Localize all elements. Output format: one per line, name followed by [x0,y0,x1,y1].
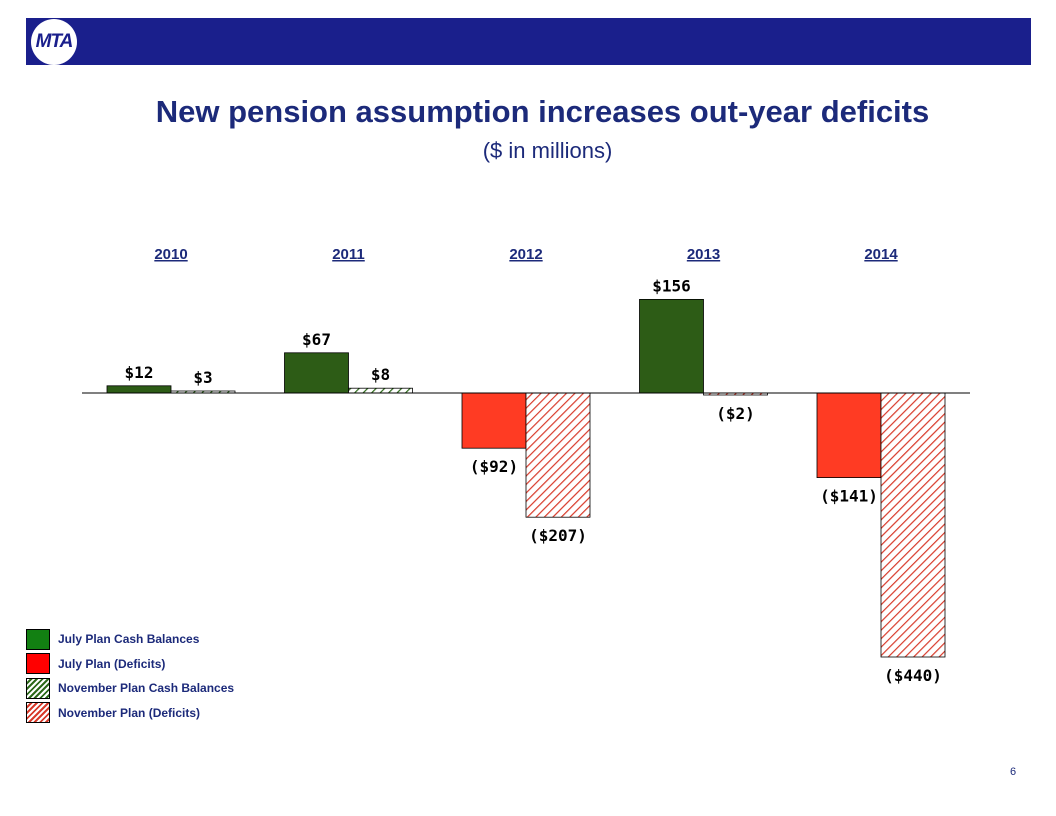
category-label-2011: 2011 [332,246,365,263]
november-value-label-2013: ($2) [716,404,755,423]
july-value-label-2013: $156 [652,276,691,295]
year-labels: 2010 2011 2012 2013 2014 [154,246,898,263]
category-label-2014: 2014 [864,246,898,263]
november-value-label-2011: $8 [371,365,390,384]
november-bar-2011 [348,387,413,394]
november-value-label-2014: ($440) [884,666,942,685]
value-labels: $12 $3 $67 $8 ($92) ($207) $156 ($2) ($141) ($440… [125,276,942,685]
page-title: New pension assumption increases out-yea… [155,94,930,129]
july-bar-2011 [284,352,349,394]
category-label-2012: 2012 [509,246,542,263]
legend-label: July Plan Cash Balances [58,632,200,646]
legend-label: November Plan Cash Balances [58,681,235,695]
legend-swatch-hatched-red [26,702,50,723]
july-value-label-2011: $67 [302,330,331,349]
july-bar-2010 [106,385,172,394]
legend-swatch-solid-green [26,628,50,650]
page-subtitle: ($ in millions) [482,138,613,163]
november-bar-2012 [525,392,591,518]
november-bar-2014 [880,392,946,658]
category-label-2010: 2010 [154,246,187,263]
july-value-label-2014: ($141) [820,487,878,506]
july-bar-2013 [639,298,704,394]
category-label-2013: 2013 [687,246,720,263]
november-value-label-2012: ($207) [529,526,587,545]
november-value-label-2010: $3 [193,368,212,387]
page-number: 6 [1010,766,1017,778]
july-value-label-2012: ($92) [470,457,518,476]
header-bar [26,18,1031,65]
legend-item: November Plan Cash Balances [26,676,234,700]
july-bar-2012 [461,392,527,449]
legend-swatch-solid-red [26,653,50,674]
july-value-label-2010: $12 [125,363,154,382]
july-bar-2014 [816,392,882,478]
legend-item: July Plan Cash Balances [26,627,234,651]
legend-swatch-hatched-green [26,677,50,699]
chart-legend: July Plan Cash Balances July Plan (Defici… [26,627,234,725]
legend-label: July Plan (Deficits) [58,656,166,671]
bars [106,298,946,658]
legend-label: November Plan (Deficits) [58,705,201,720]
logo-text: MTA [35,31,74,52]
legend-item: November Plan (Deficits) [26,701,234,725]
legend-item: July Plan (Deficits) [26,652,234,676]
mta-logo: MTA [31,19,77,65]
